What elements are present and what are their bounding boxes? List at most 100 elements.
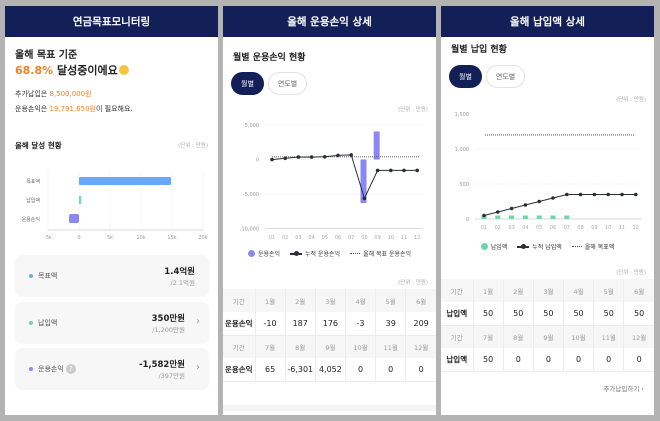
cell: 0 — [503, 348, 534, 372]
cell: 209 — [405, 312, 436, 336]
cell: 4월 — [563, 279, 595, 302]
cell: 7월 — [255, 335, 286, 358]
cell: 운용손익 — [223, 358, 256, 382]
cell: 176 — [315, 312, 346, 336]
table-header-row: 기간 7월 8월 9월 10월 11월 12월 — [441, 325, 654, 348]
pension-goal-monitoring-panel: 연금목표모니터링 올해 목표 기준 68.8% 달성중이에요 추가납입은 8,5… — [5, 6, 218, 415]
cell: 납입액 — [441, 302, 474, 326]
legend-target: 올해 목표 운용손익 — [350, 249, 411, 258]
payment-amount-card[interactable]: 납입액 350만원 /1,200만원 › — [15, 302, 209, 344]
add-payment-link[interactable]: 추가납입하기 › — [603, 383, 644, 393]
bar-investment — [69, 214, 79, 223]
chart-unit-label: (단위 : 만원) — [398, 107, 428, 113]
svg-text:05: 05 — [536, 225, 542, 231]
cell: 12월 — [405, 335, 436, 358]
achievement-rate-line: 68.8% 달성중이에요 — [15, 62, 129, 78]
svg-text:-5k: -5k — [44, 235, 52, 241]
table-unit-label: (단위 : 만원) — [398, 280, 428, 286]
svg-text:06: 06 — [550, 225, 556, 231]
cell: 2월 — [285, 289, 316, 312]
target-amount-card: 목표액 1.4억원 /2.1억원 — [15, 255, 209, 297]
monthly-investment-table: 기간 1월 2월 3월 4월 5월 6월 운용손익 -10 187 176 -3… — [223, 289, 436, 382]
table-row: 운용손익 65 -6,301 4,052 0 0 0 — [223, 358, 436, 382]
legend-cumulative: 누적 운용손익 — [290, 249, 340, 258]
table-unit-label: (단위 : 만원) — [616, 270, 646, 276]
svg-text:10: 10 — [605, 225, 611, 231]
cell: 9월 — [533, 325, 564, 348]
cell: 운용손익 — [223, 312, 256, 336]
card-subvalue: /397만원 — [158, 372, 185, 380]
cell: 0 — [533, 348, 564, 372]
svg-text:0: 0 — [77, 235, 80, 241]
svg-text:15k: 15k — [167, 235, 176, 241]
chart-legend: 납입액 누적 납입액 올해 목표액 — [441, 242, 654, 251]
help-icon[interactable]: ? — [65, 364, 76, 374]
unit-label: (단위 : 만원) — [178, 143, 208, 149]
investment-detail-panel: 올해 운용손익 상세 월별 운용손익 현황 월별 연도별 (단위 : 만원) 5… — [223, 6, 436, 415]
cell: 기간 — [223, 289, 256, 312]
achievement-text: 달성중이에요 — [53, 64, 118, 77]
additional-payment-amount: 8,500,000원 — [49, 90, 92, 98]
tab-yearly[interactable]: 연도별 — [485, 65, 526, 88]
bar-payment — [79, 196, 82, 204]
card-value: 350만원 — [151, 314, 185, 324]
cell: 기간 — [441, 325, 474, 348]
achievement-rate: 68.8% — [15, 64, 54, 77]
chevron-right-icon[interactable]: › — [196, 316, 200, 327]
legend-label: 누적 납입액 — [532, 244, 562, 251]
svg-text:1,500: 1,500 — [455, 112, 469, 118]
target-dot-icon — [29, 274, 33, 278]
cell: 39 — [375, 312, 407, 336]
cell: 3월 — [315, 289, 346, 312]
legend-label: 납입액 — [490, 244, 508, 251]
svg-text:11: 11 — [619, 225, 625, 231]
cell: 0 — [375, 358, 407, 382]
svg-text:5k: 5k — [107, 235, 113, 241]
cell: 0 — [563, 348, 595, 372]
card-label-wrap: 운용손익? — [38, 364, 76, 374]
achievement-section-title: 올해 달성 현황 — [15, 141, 62, 150]
y-label-payment: 납입액 — [26, 197, 40, 204]
svg-text:-5,000: -5,000 — [243, 192, 259, 198]
tab-yearly[interactable]: 연도별 — [267, 72, 308, 95]
cell: 10월 — [345, 335, 377, 358]
panel-header: 올해 납입액 상세 — [441, 6, 654, 37]
smile-emoji-icon — [118, 65, 129, 75]
cell: 6월 — [623, 279, 654, 302]
cell: 11월 — [375, 335, 407, 358]
investment-label: 운용손익은 — [15, 105, 50, 113]
payment-dot-icon — [29, 321, 33, 325]
panel-header: 올해 운용손익 상세 — [223, 6, 436, 37]
legend-dotted-icon — [350, 253, 361, 254]
cell: 12월 — [623, 325, 654, 348]
card-label: 납입액 — [38, 319, 58, 327]
svg-text:06: 06 — [335, 235, 341, 240]
svg-text:10k: 10k — [136, 235, 145, 241]
goal-title: 올해 목표 기준 — [15, 50, 78, 61]
legend-dot-icon — [480, 243, 488, 250]
cell: 0 — [345, 358, 377, 382]
chevron-right-icon[interactable]: › — [196, 362, 200, 373]
svg-text:12: 12 — [633, 225, 639, 231]
cell: 2월 — [503, 279, 534, 302]
svg-text:07: 07 — [348, 235, 354, 240]
chart-legend: 운용손익 누적 운용손익 올해 목표 운용손익 — [223, 249, 436, 258]
cell: 납입액 — [441, 348, 474, 372]
cell: 50 — [473, 302, 504, 326]
table-row: 운용손익 -10 187 176 -3 39 209 — [223, 312, 436, 336]
cell: 8월 — [285, 335, 316, 358]
tab-monthly[interactable]: 월별 — [449, 65, 482, 88]
legend-payment: 납입액 — [480, 242, 508, 251]
tab-monthly[interactable]: 월별 — [231, 72, 264, 95]
bar-aug — [360, 159, 367, 203]
period-tabs: 월별 연도별 — [231, 72, 308, 95]
svg-text:03: 03 — [295, 235, 301, 240]
svg-text:01: 01 — [481, 225, 487, 231]
legend-label: 누적 운용손익 — [305, 251, 341, 258]
section-title: 월별 운용손익 현황 — [233, 53, 306, 63]
investment-profit-card[interactable]: 운용손익? -1,582만원 /397만원 › — [15, 348, 209, 390]
cell: 50 — [623, 302, 654, 326]
svg-text:07: 07 — [564, 225, 570, 231]
card-value: -1,582만원 — [138, 360, 185, 370]
svg-text:11: 11 — [401, 235, 407, 240]
